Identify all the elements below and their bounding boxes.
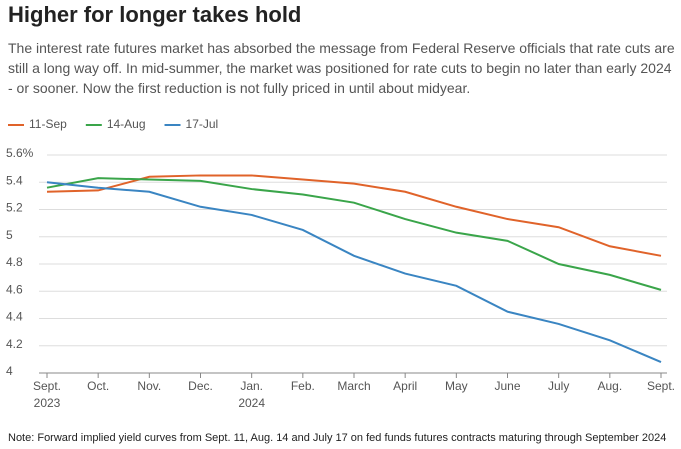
y-tick-label: 4.4: [6, 310, 23, 324]
x-tick-label: July: [548, 379, 569, 393]
y-tick-label: 5.2: [6, 201, 23, 215]
x-tick-label: Sept.: [647, 379, 675, 393]
legend-label: 14-Aug: [107, 117, 146, 131]
x-tick-label: Dec.: [188, 379, 213, 393]
y-tick-label: 4.2: [6, 337, 23, 351]
series-line: [46, 174, 662, 257]
x-year-label: 2024: [238, 396, 265, 410]
y-tick-label: 4.8: [6, 255, 23, 269]
legend-label: 17-Jul: [186, 117, 219, 131]
x-tick-label: June: [494, 379, 520, 393]
x-tick-label: Oct.: [87, 379, 109, 393]
x-tick-label: May: [445, 379, 468, 393]
y-tick-label: 5.4: [6, 173, 23, 187]
x-tick-label: Aug.: [597, 379, 622, 393]
chart-subtitle: The interest rate futures market has abs…: [8, 40, 675, 96]
legend-label: 11-Sep: [29, 117, 67, 131]
x-year-label: 2023: [34, 396, 61, 410]
x-tick-label: Feb.: [291, 379, 315, 393]
y-tick-label: 5: [6, 228, 13, 242]
y-tick-label: 4.6: [6, 282, 23, 296]
series-line: [46, 181, 662, 364]
x-tick-label: Nov.: [137, 379, 161, 393]
x-tick-label: Jan.: [240, 379, 263, 393]
chart-title: Higher for longer takes hold: [8, 2, 302, 27]
series-line: [46, 177, 662, 291]
x-tick-label: Sept.: [33, 379, 61, 393]
y-tick-label: 5.6%: [6, 146, 34, 160]
y-tick-label: 4: [6, 364, 13, 378]
x-tick-label: March: [337, 379, 370, 393]
note: Note: Forward implied yield curves from …: [8, 432, 666, 444]
x-tick-label: April: [393, 379, 417, 393]
